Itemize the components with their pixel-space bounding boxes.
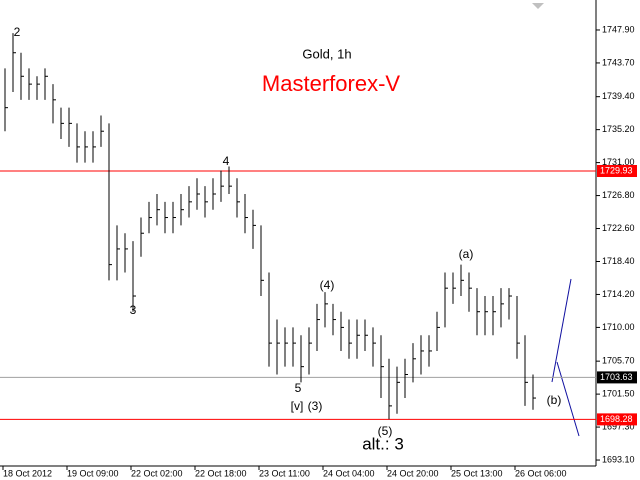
wave-label: 2: [14, 25, 21, 39]
scroll-marker: [532, 3, 544, 9]
y-tick-label: 1705.70: [602, 356, 635, 366]
y-tick-label: 1739.40: [602, 91, 635, 101]
level-label: 1703.63: [600, 372, 633, 382]
wave-label: alt.: 3: [362, 434, 404, 453]
y-tick-label: 1693.10: [602, 454, 635, 464]
wave-label: (b): [547, 393, 562, 407]
level-label: 1698.28: [600, 414, 633, 424]
wave-label: (3): [308, 399, 323, 413]
x-tick-label: 24 Oct 04:00: [323, 468, 375, 478]
level-box: [597, 413, 637, 426]
wave-label: 3: [130, 303, 137, 317]
wave-label: (5): [378, 424, 393, 438]
forecast-line: [556, 361, 580, 437]
x-tick-label: 22 Oct 18:00: [195, 468, 247, 478]
wave-label: (4): [320, 278, 335, 292]
x-tick-label: 23 Oct 11:00: [259, 468, 310, 478]
y-tick-label: 1731.00: [602, 157, 635, 167]
x-tick-label: 26 Oct 06:00: [515, 468, 567, 478]
y-tick-label: 1710.00: [602, 322, 635, 332]
level-box: [597, 165, 637, 178]
y-tick-label: 1714.20: [602, 289, 635, 299]
y-tick-label: 1701.50: [602, 388, 635, 398]
chart-title: Gold, 1h: [302, 46, 351, 61]
x-tick-label: 18 Oct 2012: [3, 468, 52, 478]
y-tick-label: 1747.90: [602, 24, 635, 34]
level-box: [597, 371, 637, 384]
wave-label: 5: [295, 381, 302, 395]
wave-label: 4: [223, 154, 230, 168]
x-tick-label: 25 Oct 13:00: [451, 468, 503, 478]
y-tick-label: 1735.20: [602, 124, 635, 134]
forecast-line: [551, 278, 572, 383]
y-tick-label: 1722.60: [602, 223, 635, 233]
level-label: 1729.93: [600, 165, 633, 175]
y-tick-label: 1743.70: [602, 57, 635, 67]
wave-label: [v]: [291, 399, 304, 413]
y-tick-label: 1697.30: [602, 421, 635, 431]
x-tick-label: 22 Oct 02:00: [131, 468, 183, 478]
x-tick-label: 24 Oct 20:00: [387, 468, 439, 478]
x-tick-label: 19 Oct 09:00: [67, 468, 119, 478]
y-tick-label: 1718.40: [602, 256, 635, 266]
chart-subtitle: Masterforex-V: [262, 71, 400, 96]
wave-label: (a): [459, 247, 474, 261]
y-tick-label: 1726.80: [602, 190, 635, 200]
